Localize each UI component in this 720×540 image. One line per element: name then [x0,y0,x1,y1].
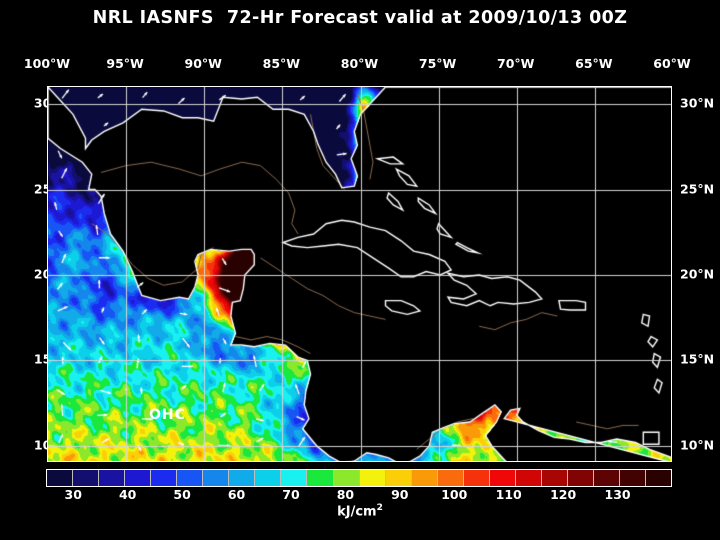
longitude-tick-label: 70°W [497,56,535,71]
longitude-tick-label: 95°W [106,56,144,71]
latitude-tick-label-right: 30°N [680,95,715,111]
colorbar-cell [307,470,334,486]
colorbar-cell [646,470,671,486]
colorbar-cell [73,470,100,486]
colorbar-cell [47,470,74,486]
colorbar-tick-label: 70 [282,487,300,502]
colorbar-cell [620,470,647,486]
colorbar-cell [385,470,412,486]
colorbar-tick-labels: 30 40 50 60 70 80 90 100 110 120 130 [0,487,720,505]
colorbar-cell [281,470,308,486]
colorbar-tick-label: 50 [173,487,191,502]
latitude-tick-label-right: 10°N [680,437,715,453]
colorbar-tick-label: 110 [495,487,522,502]
longitude-tick-label: 100°W [23,56,71,71]
colorbar-cell [333,470,360,486]
longitude-tick-label: 90°W [184,56,222,71]
latitude-tick-label-right: 25°N [680,181,715,197]
colorbar-cell [125,470,152,486]
colorbar-tick-label: 80 [336,487,355,502]
colorbar-tick-label: 100 [441,487,468,502]
colorbar-cell [541,470,568,486]
colorbar-cell [99,470,126,486]
colorbar-tick-label: 60 [227,487,246,502]
longitude-tick-label: 65°W [575,56,613,71]
colorbar-units-text: kJ/cm [337,504,377,520]
longitude-tick-label: 85°W [262,56,301,71]
colorbar-cell [255,470,282,486]
colorbar-units-label: kJ/cm2 [0,503,720,519]
longitude-tick-label: 80°W [340,56,379,71]
colorbar-cell [359,470,386,486]
latitude-tick-label-right: 20°N [680,266,715,282]
colorbar-cell [411,470,438,486]
colorbar-cell [203,470,230,486]
colorbar-tick-label: 130 [604,487,631,502]
colorbar-cell [437,470,464,486]
map-plot-panel[interactable]: OHC [47,86,672,462]
colorbar-cell [593,470,621,486]
page-title: NRL IASNFS 72-Hr Forecast valid at 2009/… [92,8,628,28]
colorbar-cell [177,470,204,486]
ohc-heatmap-canvas [48,87,671,461]
colorbar-tick-label: 90 [391,487,409,502]
colorbar-cell [463,470,490,486]
colorbar-cell [229,470,256,486]
colorbar-cell [567,470,594,486]
colorbar-units-exponent: 2 [376,503,383,513]
colorbar-tick-label: 30 [64,487,82,502]
colorbar-cell [515,470,542,486]
colorbar[interactable] [46,469,672,487]
colorbar-tick-label: 40 [118,487,137,502]
longitude-tick-label: 75°W [418,56,457,71]
colorbar-tick-label: 120 [550,487,577,502]
longitude-tick-label: 60°W [653,56,691,71]
latitude-tick-label-right: 15°N [680,351,715,367]
colorbar-cell [489,470,516,486]
colorbar-cell [151,470,178,486]
